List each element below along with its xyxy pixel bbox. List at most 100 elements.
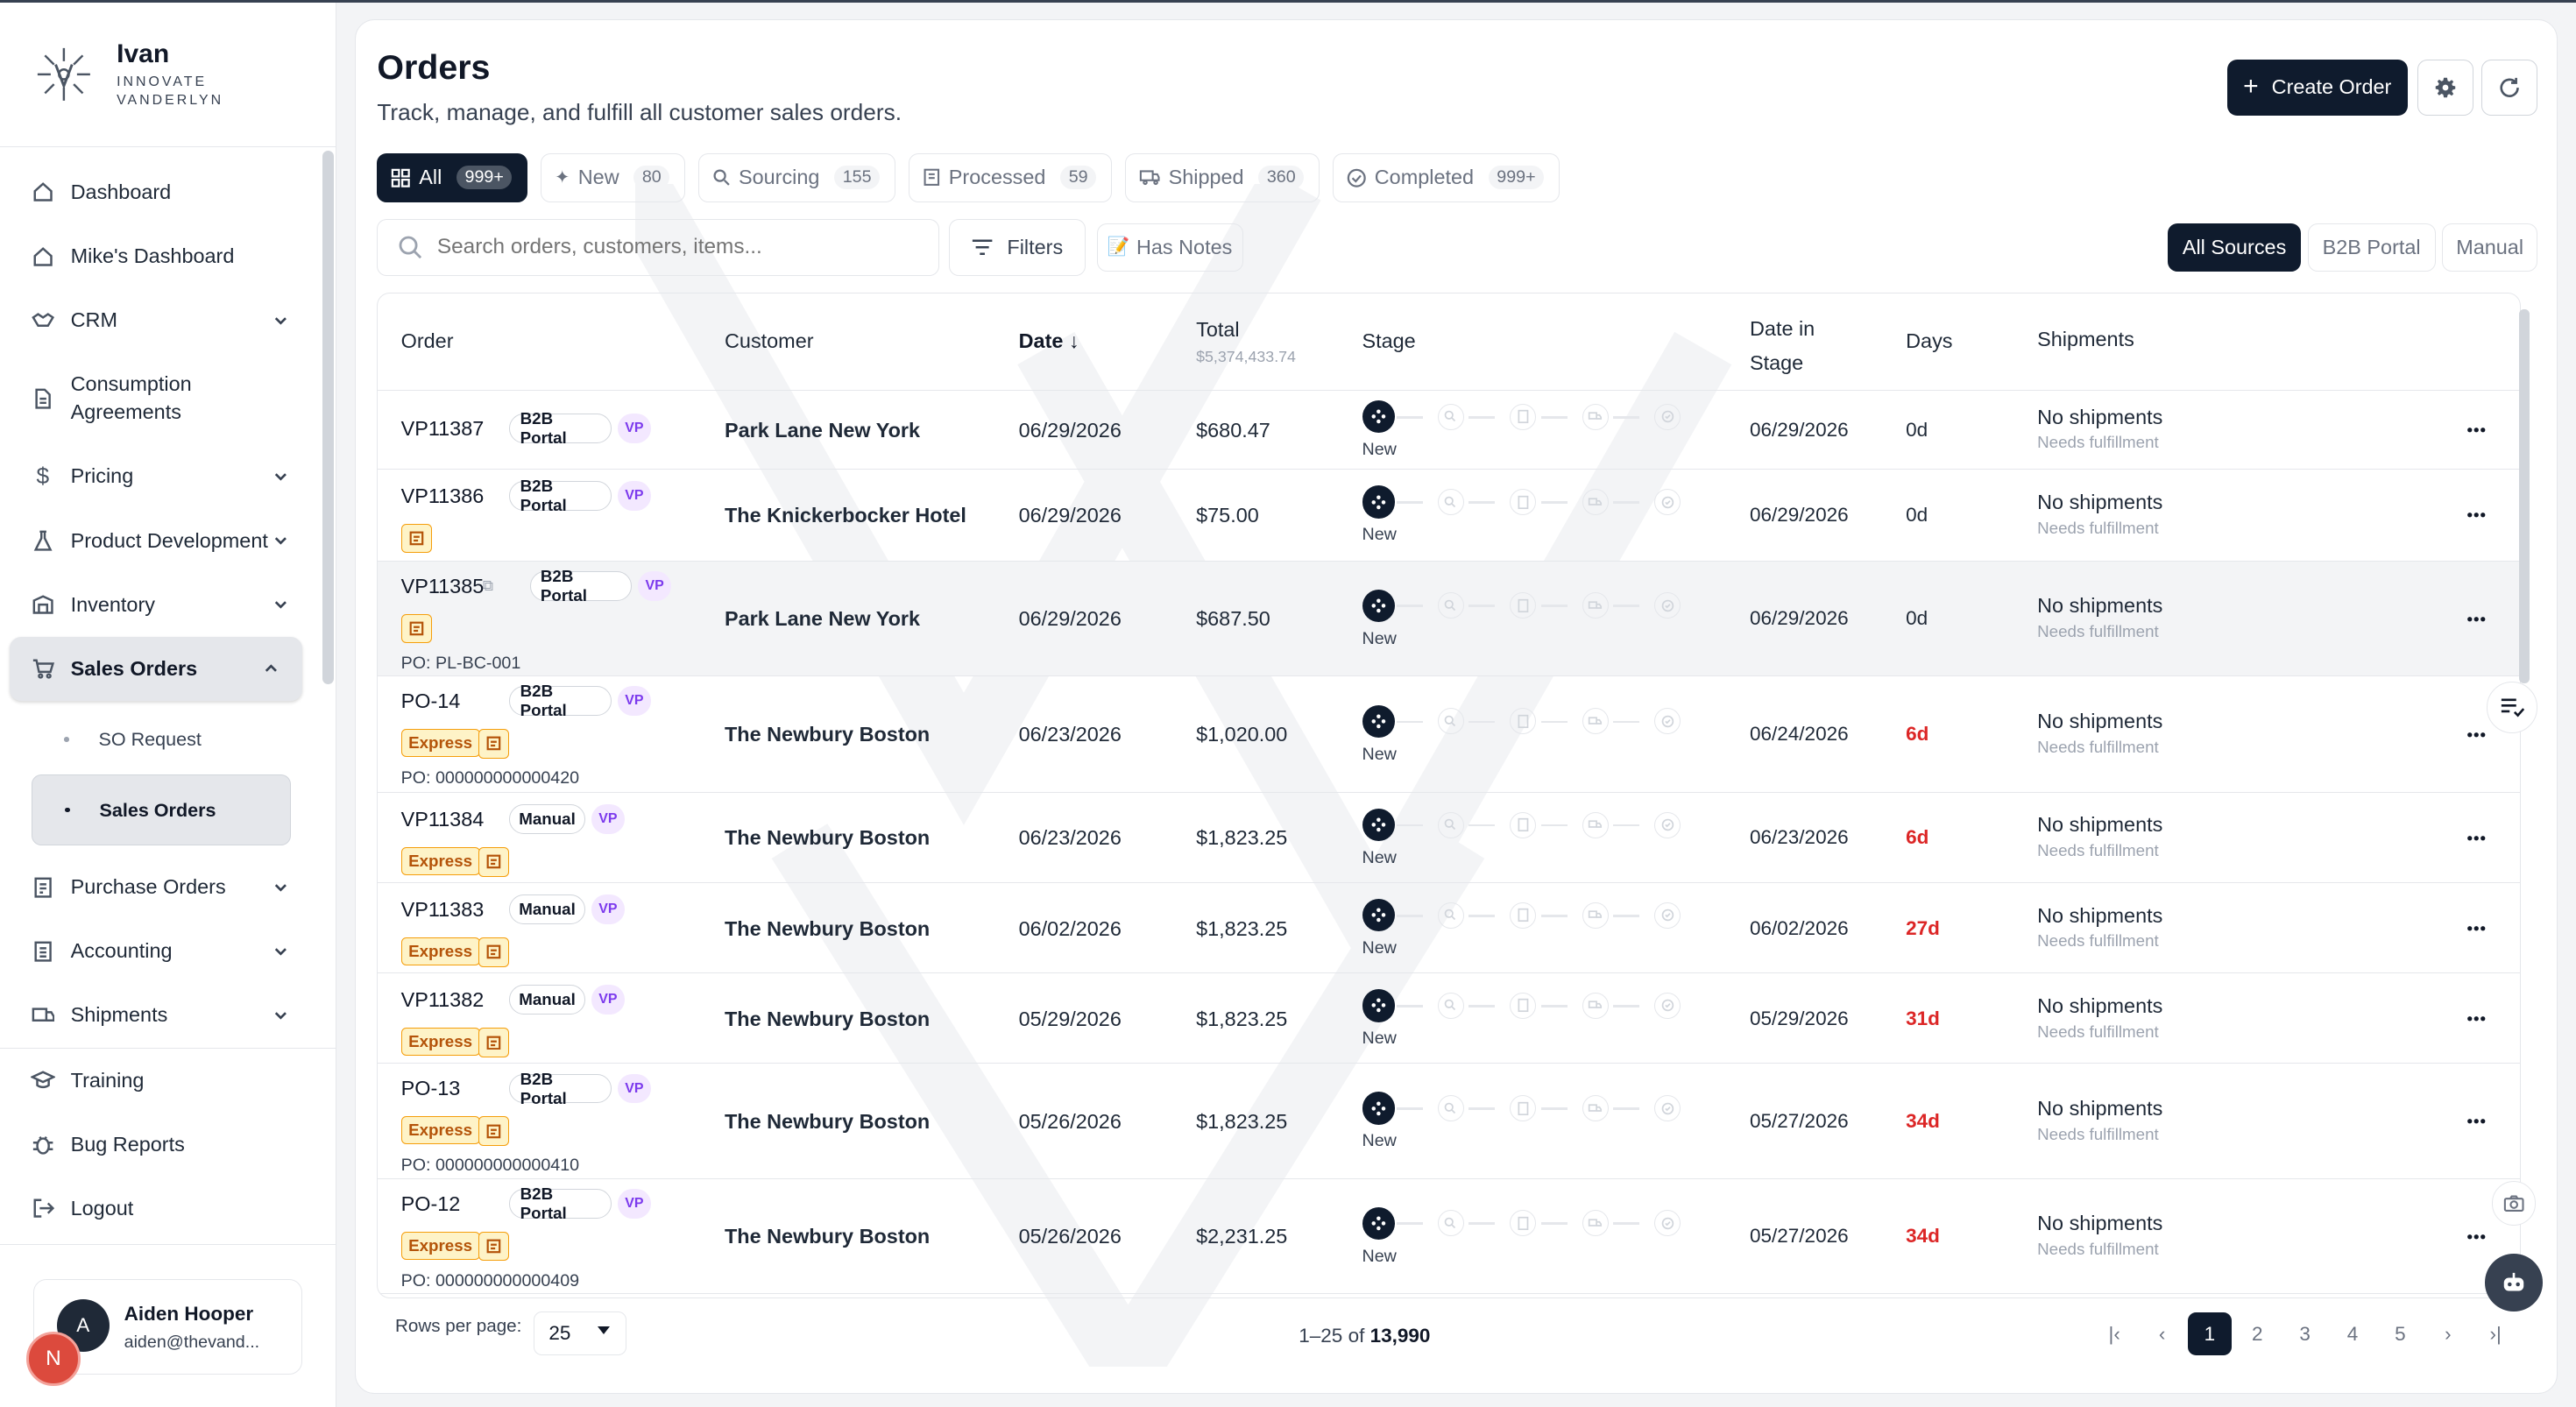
order-id[interactable]: PO-13 <box>400 1077 461 1100</box>
note-button[interactable] <box>478 1231 510 1262</box>
first-page-button[interactable]: |‹ <box>2092 1312 2137 1355</box>
settings-button[interactable] <box>2417 59 2473 116</box>
note-button[interactable] <box>478 1028 510 1057</box>
table-row[interactable]: VP11383 Manual VP Express The Newbury Boston… <box>378 883 2521 974</box>
copy-icon[interactable]: ⧉ <box>482 577 493 595</box>
order-id[interactable]: VP11383 <box>400 898 485 921</box>
sidebar-item-accounting[interactable]: Accounting <box>0 919 325 983</box>
next-page-button[interactable]: › <box>2426 1312 2471 1355</box>
note-button[interactable] <box>478 728 510 759</box>
stage-progress[interactable]: New <box>1362 1206 1691 1267</box>
sidebar-item-crm[interactable]: CRM <box>0 288 325 352</box>
customer-name[interactable]: The Newbury Boston <box>725 1109 931 1133</box>
stage-progress[interactable]: New <box>1362 589 1691 649</box>
source-filter-manual[interactable]: Manual <box>2442 223 2537 272</box>
note-button[interactable] <box>478 1116 510 1147</box>
has-notes-button[interactable]: 📝 Has Notes <box>1096 223 1243 272</box>
tab-new[interactable]: ✦ New 80 <box>541 152 685 202</box>
stage-progress[interactable]: New <box>1362 1092 1691 1151</box>
screenshot-button[interactable] <box>2491 1181 2537 1226</box>
page-2-button[interactable]: 2 <box>2252 1322 2263 1345</box>
customer-name[interactable]: The Newbury Boston <box>725 1007 931 1030</box>
customer-name[interactable]: The Newbury Boston <box>725 826 931 850</box>
table-row[interactable]: VP11386 B2B Portal VP The Knickerbocker Hot… <box>378 470 2521 562</box>
column-date[interactable]: Date ↓ <box>1019 329 1079 353</box>
customer-name[interactable]: The Newbury Boston <box>725 916 931 940</box>
table-row[interactable]: VP11387 B2B Portal VP Park Lane New York 06/… <box>378 391 2521 470</box>
stage-progress[interactable]: New <box>1362 808 1691 868</box>
table-row[interactable]: PO-14 B2B Portal VP Express PO: 000000000000… <box>378 676 2521 793</box>
order-id[interactable]: VP11384 <box>400 807 485 831</box>
floating-avatar[interactable]: N <box>26 1331 81 1386</box>
sidebar-item-shipments[interactable]: Shipments <box>0 983 325 1028</box>
table-row[interactable]: PO-13 B2B Portal VP Express PO: 000000000000… <box>378 1064 2521 1179</box>
table-row[interactable]: PO-12 B2B Portal VP Express PO: 000000000000… <box>378 1179 2521 1294</box>
tab-shipped[interactable]: Shipped 360 <box>1124 152 1320 202</box>
sidebar-scrollbar[interactable] <box>322 150 334 685</box>
customer-name[interactable]: Park Lane New York <box>725 607 921 631</box>
column-stage[interactable]: Stage <box>1362 329 1416 353</box>
search-input[interactable] <box>436 235 897 260</box>
tab-all[interactable]: All 999+ <box>377 152 528 202</box>
column-order[interactable]: Order <box>400 329 454 353</box>
row-actions-button[interactable] <box>2461 504 2491 527</box>
prev-page-button[interactable]: ‹ <box>2140 1312 2184 1355</box>
sidebar-item-dashboard[interactable]: Dashboard <box>0 160 325 224</box>
refresh-button[interactable] <box>2481 59 2537 116</box>
page-5-button[interactable]: 5 <box>2395 1322 2406 1345</box>
sidebar-item-inventory[interactable]: Inventory <box>0 573 325 637</box>
sidebar-subitem-sales-orders[interactable]: Sales Orders <box>31 774 291 845</box>
column-days[interactable]: Days <box>1906 329 1953 353</box>
sidebar-item-bug-reports[interactable]: Bug Reports <box>0 1113 336 1177</box>
customer-name[interactable]: Park Lane New York <box>725 418 921 442</box>
create-order-button[interactable]: + Create Order <box>2226 59 2408 116</box>
row-actions-button[interactable] <box>2461 419 2491 442</box>
order-id[interactable]: PO-12 <box>400 1191 461 1215</box>
sidebar-item-pricing[interactable]: $ Pricing <box>0 444 325 508</box>
row-actions-button[interactable] <box>2461 1225 2491 1248</box>
stage-progress[interactable]: New <box>1362 989 1691 1049</box>
order-id[interactable]: VP11386 <box>400 484 485 507</box>
order-id[interactable]: VP11385 <box>400 574 485 597</box>
row-actions-button[interactable] <box>2461 607 2491 630</box>
source-filter-all[interactable]: All Sources <box>2168 223 2301 272</box>
tab-processed[interactable]: Processed 59 <box>908 152 1112 202</box>
customer-name[interactable]: The Newbury Boston <box>725 1225 931 1248</box>
source-filter-b2b-portal[interactable]: B2B Portal <box>2307 223 2436 272</box>
sidebar-subitem-so-request[interactable]: SO Request <box>32 704 291 775</box>
row-actions-button[interactable] <box>2461 1008 2491 1030</box>
table-row[interactable]: VP11385 ⧉ B2B Portal VP PO: PL-BC-001 Park La… <box>378 561 2521 676</box>
customer-name[interactable]: The Knickerbocker Hotel <box>725 504 966 527</box>
page-1-button[interactable]: 1 <box>2187 1312 2233 1356</box>
rows-per-page-select[interactable]: 25 <box>533 1311 627 1356</box>
row-actions-button[interactable] <box>2461 1110 2491 1133</box>
sidebar-item-mikes-dashboard[interactable]: Mike's Dashboard <box>0 224 325 288</box>
column-settings-button[interactable] <box>2486 682 2537 733</box>
filters-button[interactable]: Filters <box>948 218 1086 277</box>
last-page-button[interactable]: ›| <box>2473 1312 2518 1355</box>
sidebar-item-training[interactable]: Training <box>0 1049 336 1113</box>
sidebar-item-logout[interactable]: Logout <box>0 1177 336 1241</box>
brand[interactable]: Ivan INNOVATE VANDERLYN <box>0 3 336 147</box>
order-id[interactable]: PO-14 <box>400 689 461 712</box>
page-3-button[interactable]: 3 <box>2299 1322 2311 1345</box>
table-row[interactable]: VP11382 Manual VP Express The Newbury Boston… <box>378 973 2521 1064</box>
order-id[interactable]: VP11387 <box>400 416 485 440</box>
stage-progress[interactable]: New <box>1362 485 1691 545</box>
stage-progress[interactable]: New <box>1362 898 1691 958</box>
column-shipments[interactable]: Shipments <box>2037 328 2134 351</box>
order-id[interactable]: VP11382 <box>400 988 485 1012</box>
note-button[interactable] <box>478 846 510 877</box>
sidebar-item-consumption-agreements[interactable]: Consumption Agreements <box>0 352 325 444</box>
tab-completed[interactable]: Completed 999+ <box>1332 152 1560 202</box>
page-4-button[interactable]: 4 <box>2346 1322 2359 1345</box>
column-date-in-stage[interactable]: Date in Stage <box>1750 312 1815 381</box>
sidebar-item-sales-orders[interactable]: Sales Orders <box>10 636 302 701</box>
row-actions-button[interactable] <box>2461 917 2491 940</box>
customer-name[interactable]: The Newbury Boston <box>725 723 931 746</box>
column-customer[interactable]: Customer <box>725 329 814 353</box>
tab-sourcing[interactable]: Sourcing 155 <box>698 152 895 202</box>
note-button[interactable] <box>400 523 433 554</box>
stage-progress[interactable]: New <box>1362 399 1691 460</box>
support-bot-button[interactable] <box>2485 1253 2543 1312</box>
